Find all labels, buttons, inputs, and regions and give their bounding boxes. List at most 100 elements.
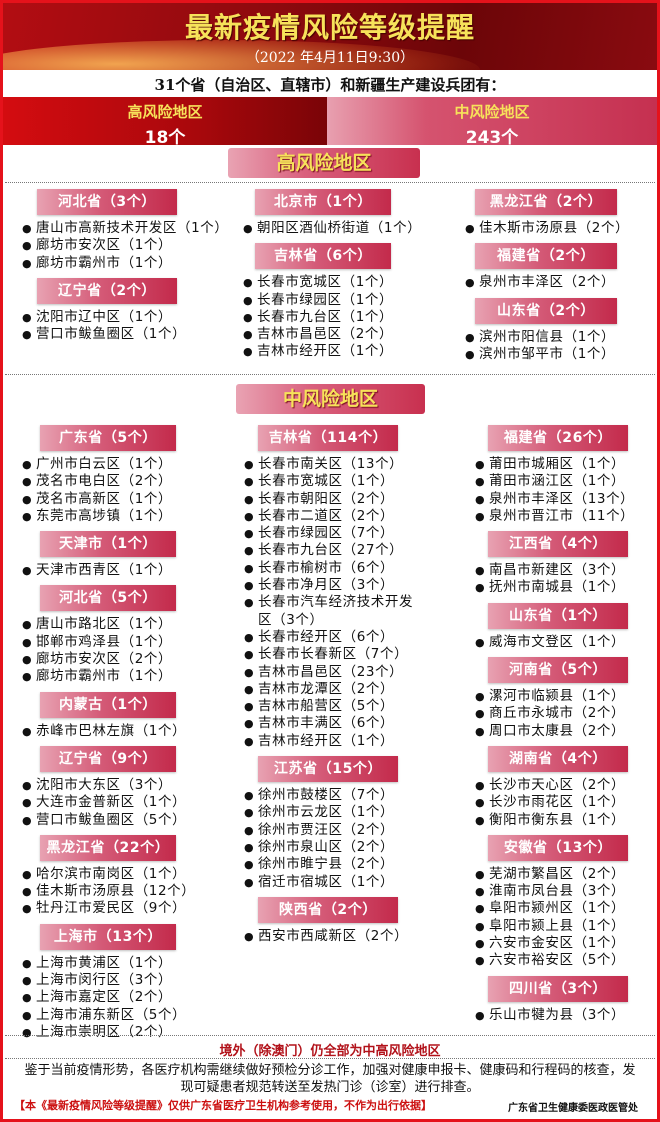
province-header: 内蒙古（1个）	[40, 691, 176, 718]
province-header: 江苏省（15个）	[258, 756, 398, 783]
area-list-item: 长春市二道区（2个）	[244, 508, 416, 526]
area-list-item: 上海市崇明区（2个）	[22, 1024, 237, 1042]
mid-risk-column-2: 吉林省（114个） 长春市南关区（13个）长春市宽城区（1个）长春市朝阳区（2个）…	[244, 419, 416, 945]
area-list-item: 长春市九台区（1个）	[243, 309, 443, 327]
area-list-item: 徐州市云龙区（1个）	[244, 804, 416, 822]
high-risk-summary: 高风险地区 18个	[3, 97, 327, 148]
area-list-item: 廊坊市安次区（1个）	[22, 237, 237, 255]
province-header: 四川省（3个）	[488, 975, 628, 1002]
area-list-item: 周口市太康县（2个）	[475, 723, 650, 741]
divider	[5, 374, 655, 375]
area-list-item: 宿迁市宿城区（1个）	[244, 874, 416, 892]
mid-risk-label: 中风险地区	[454, 103, 530, 121]
area-list-item: 徐州市泉山区（2个）	[244, 839, 416, 857]
province-header: 辽宁省（9个）	[40, 745, 176, 772]
area-list-item: 唐山市路北区（1个）	[22, 616, 237, 634]
area-list-item: 泉州市晋江市（11个）	[475, 508, 650, 526]
province-header: 吉林省（6个）	[255, 243, 391, 270]
area-list-item: 长春市绿园区（7个）	[244, 525, 416, 543]
area-list-item: 滨州市邹平市（1个）	[465, 346, 650, 364]
area-list-item: 茂名市电白区（2个）	[22, 473, 237, 491]
area-list-item: 广州市白云区（1个）	[22, 456, 237, 474]
area-list-item: 泉州市丰泽区（13个）	[475, 491, 650, 509]
province-header: 安徽省（13个）	[488, 834, 628, 861]
area-list-item: 长春市净月区（3个）	[244, 577, 416, 595]
mid-risk-count: 243个	[465, 128, 519, 148]
province-header: 江西省（4个）	[488, 531, 628, 558]
area-list-item: 天津市西青区（1个）	[22, 562, 237, 580]
area-list-item: 南昌市新建区（3个）	[475, 562, 650, 580]
divider	[5, 1058, 655, 1059]
area-list-item: 长春市经开区（6个）	[244, 629, 416, 647]
area-list-item: 邯郸市鸡泽县（1个）	[22, 634, 237, 652]
area-list-item: 长春市长春新区（7个）	[244, 646, 416, 664]
issuer: 广东省卫生健康委医政医管处	[508, 1103, 638, 1114]
province-header: 河南省（5个）	[488, 657, 628, 684]
area-list-item: 长春市南关区（13个）	[244, 456, 416, 474]
area-list-item: 茂名市高新区（1个）	[22, 491, 237, 509]
page-title: 最新疫情风险等级提醒	[184, 11, 475, 44]
province-header: 黑龙江省（2个）	[475, 189, 617, 215]
area-list-item: 衡阳市衡东县（1个）	[475, 812, 650, 830]
province-header: 吉林省（114个）	[258, 425, 398, 451]
area-list-item: 阜阳市颍州区（1个）	[475, 900, 650, 918]
area-list-item: 威海市文登区（1个）	[475, 634, 650, 652]
notice-text: 鉴于当前疫情形势，各医疗机构需继续做好预检分诊工作，加强对健康申报卡、健康码和行…	[24, 1063, 636, 1095]
area-list-item: 上海市嘉定区（2个）	[22, 989, 237, 1007]
update-date: （2022 年4月11日9:30）	[245, 50, 415, 66]
area-list-item: 滨州市阳信县（1个）	[465, 329, 650, 347]
high-risk-column-1: 河北省（3个） 唐山市高新技术开发区（1个）廊坊市安次区（1个）廊坊市霸州市（1个…	[22, 183, 237, 344]
area-list-item: 吉林市昌邑区（23个）	[244, 664, 416, 682]
area-list-item: 淮南市凤台县（3个）	[475, 883, 650, 901]
area-list-item: 上海市浦东新区（5个）	[22, 1007, 237, 1025]
area-list-item: 抚州市南城县（1个）	[475, 579, 650, 597]
area-list-item: 沈阳市辽中区（1个）	[22, 309, 237, 327]
area-list-item: 长春市宽城区（1个）	[244, 473, 416, 491]
area-list-item: 营口市鲅鱼圈区（1个）	[22, 326, 237, 344]
area-list-item: 长春市朝阳区（2个）	[244, 491, 416, 509]
area-list-item: 漯河市临颍县（1个）	[475, 688, 650, 706]
area-list-item: 乐山市犍为县（3个）	[475, 1007, 650, 1025]
mid-risk-section-title: 中风险地区	[236, 384, 425, 414]
area-list-item: 长春市汽车经济技术开发区（3个）	[244, 594, 416, 629]
area-list-item: 吉林市经开区（1个）	[244, 733, 416, 751]
province-header: 山东省（1个）	[488, 602, 628, 629]
disclaimer: 【本《最新疫情风险等级提醒》仅供广东省医疗卫生机构参考使用，不作为出行依据】	[14, 1099, 432, 1112]
area-list-item: 长沙市天心区（2个）	[475, 777, 650, 795]
province-header: 辽宁省（2个）	[37, 277, 177, 304]
area-list-item: 徐州市鼓楼区（7个）	[244, 787, 416, 805]
mid-risk-column-3: 福建省（26个） 莆田市城厢区（1个）莆田市涵江区（1个）泉州市丰泽区（13个）泉…	[475, 419, 650, 1024]
mid-risk-summary: 中风险地区 243个	[327, 97, 657, 148]
province-header: 陕西省（2个）	[258, 896, 398, 923]
area-list-item: 佳木斯市汤原县（12个）	[22, 883, 237, 901]
area-list-item: 泉州市丰泽区（2个）	[465, 274, 650, 292]
province-header: 上海市（13个）	[40, 923, 176, 950]
area-list-item: 长春市宽城区（1个）	[243, 274, 443, 292]
banner: 最新疫情风险等级提醒 （2022 年4月11日9:30）	[0, 0, 660, 70]
area-list-item: 廊坊市安次区（2个）	[22, 651, 237, 669]
province-header: 广东省（5个）	[40, 425, 176, 451]
high-risk-count: 18个	[144, 128, 186, 148]
area-list-item: 上海市黄浦区（1个）	[22, 955, 237, 973]
area-list-item: 沈阳市大东区（3个）	[22, 777, 237, 795]
area-list-item: 六安市裕安区（5个）	[475, 952, 650, 970]
area-list-item: 廊坊市霸州市（1个）	[22, 668, 237, 686]
area-list-item: 徐州市贾汪区（2个）	[244, 822, 416, 840]
high-risk-label: 高风险地区	[127, 103, 203, 121]
province-header: 湖南省（4个）	[488, 745, 628, 772]
area-list-item: 东莞市高埗镇（1个）	[22, 508, 237, 526]
area-list-item: 长春市九台区（27个）	[244, 542, 416, 560]
province-header: 福建省（2个）	[475, 243, 617, 270]
area-list-item: 长春市榆树市（6个）	[244, 560, 416, 578]
area-list-item: 吉林市丰满区（6个）	[244, 715, 416, 733]
area-list-item: 吉林市龙潭区（2个）	[244, 681, 416, 699]
province-header: 河北省（5个）	[40, 585, 176, 612]
high-risk-column-2: 北京市（1个） 朝阳区酒仙桥街道（1个） 吉林省（6个） 长春市宽城区（1个）长春市绿…	[243, 183, 443, 361]
divider	[5, 1035, 655, 1036]
area-list-item: 长沙市雨花区（1个）	[475, 794, 650, 812]
area-list-item: 吉林市昌邑区（2个）	[243, 326, 443, 344]
divider	[5, 182, 655, 183]
area-list-item: 朝阳区酒仙桥街道（1个）	[243, 220, 443, 238]
area-list-item: 吉林市经开区（1个）	[243, 343, 443, 361]
area-list-item: 上海市闵行区（3个）	[22, 972, 237, 990]
